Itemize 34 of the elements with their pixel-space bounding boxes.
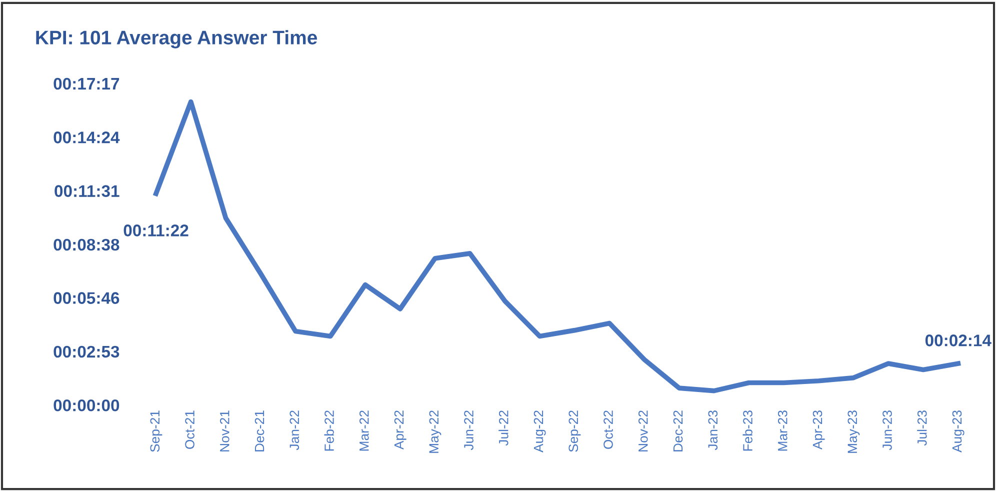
x-tick-label: Oct-21 bbox=[185, 410, 194, 449]
x-tick-label: Apr-23 bbox=[812, 410, 825, 450]
x-tick-label: May-23 bbox=[848, 410, 860, 453]
x-tick-label: Jul-22 bbox=[498, 410, 508, 446]
data-label: 00:02:14 bbox=[925, 334, 992, 346]
x-tick-label: Mar-22 bbox=[359, 410, 369, 451]
x-tick-label: Feb-23 bbox=[742, 410, 752, 451]
x-tick-label: Jun-22 bbox=[464, 410, 474, 450]
x-tick-label: Sep-21 bbox=[150, 410, 162, 452]
x-tick-label: Jul-23 bbox=[917, 410, 927, 446]
y-tick-label: 00:00:00 bbox=[54, 399, 120, 412]
x-tick-label: Nov-21 bbox=[220, 410, 230, 452]
y-tick-label: 00:14:24 bbox=[54, 132, 120, 144]
chart-title: KPI: 101 Average Answer Time bbox=[36, 30, 318, 48]
x-tick-label: Jun-23 bbox=[882, 410, 892, 450]
x-tick-label: Mar-23 bbox=[778, 410, 788, 451]
y-tick-label: 00:05:46 bbox=[54, 292, 120, 304]
y-tick-label: 00:17:17 bbox=[54, 78, 120, 90]
x-tick-label: Feb-22 bbox=[324, 410, 334, 451]
data-label: 00:11:22 bbox=[124, 224, 188, 236]
x-tick-label: Oct-22 bbox=[604, 410, 613, 449]
y-tick-label: 00:11:31 bbox=[54, 185, 120, 197]
x-tick-label: Nov-22 bbox=[638, 410, 648, 452]
x-tick-label: May-22 bbox=[429, 410, 442, 453]
x-tick-label: Dec-21 bbox=[254, 410, 264, 452]
x-tick-label: Aug-22 bbox=[534, 410, 546, 452]
y-tick-label: 00:08:38 bbox=[54, 238, 120, 251]
y-tick-label: 00:02:53 bbox=[54, 346, 120, 358]
x-tick-label: Jan-22 bbox=[290, 410, 300, 450]
x-tick-label: Dec-22 bbox=[673, 410, 683, 452]
x-tick-label: Jan-23 bbox=[708, 410, 718, 450]
x-tick-label: Apr-22 bbox=[394, 410, 406, 450]
x-tick-label: Sep-22 bbox=[568, 410, 581, 452]
x-tick-label: Aug-23 bbox=[952, 410, 964, 452]
